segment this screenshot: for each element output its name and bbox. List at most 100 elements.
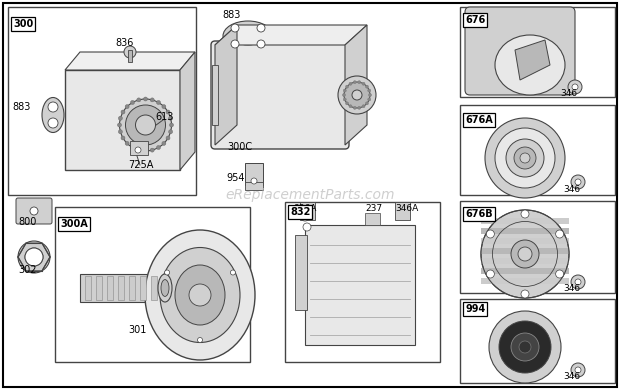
Text: 800: 800 [18,217,37,227]
Circle shape [568,80,582,94]
Circle shape [257,40,265,48]
Circle shape [303,223,311,231]
Circle shape [368,89,371,92]
Circle shape [124,46,136,58]
Circle shape [30,207,38,215]
Text: 300C: 300C [227,142,252,152]
Circle shape [556,270,564,278]
Text: 346A: 346A [395,204,418,213]
Bar [128,50,132,62]
Bar [85,276,91,300]
Bar [118,276,124,300]
Bar [365,213,380,225]
Ellipse shape [125,105,166,145]
Circle shape [162,142,166,145]
Circle shape [143,97,148,101]
Circle shape [575,179,581,185]
Text: 300: 300 [13,19,33,29]
Bar [65,70,180,170]
Circle shape [25,248,43,266]
FancyBboxPatch shape [465,7,575,95]
Bar [245,163,263,185]
Circle shape [345,102,348,105]
Bar [55,207,250,362]
Text: 301: 301 [128,325,146,335]
Ellipse shape [158,274,172,302]
Circle shape [231,24,239,32]
Polygon shape [481,278,569,284]
Circle shape [164,270,170,275]
Polygon shape [515,40,550,80]
Circle shape [303,214,307,218]
Circle shape [251,178,257,184]
Bar [245,182,263,190]
Circle shape [349,82,352,85]
Ellipse shape [160,248,240,342]
Ellipse shape [338,76,376,114]
Polygon shape [65,52,195,70]
Bar [130,141,148,155]
Circle shape [156,101,161,105]
Bar [460,105,615,195]
Circle shape [300,211,310,221]
Ellipse shape [485,118,565,198]
Polygon shape [481,218,569,224]
Bar [460,201,615,293]
Circle shape [353,81,356,84]
Text: 883: 883 [12,102,30,112]
Circle shape [121,136,125,140]
Text: 676B: 676B [465,209,493,219]
Circle shape [118,116,122,120]
Text: 725A: 725A [128,160,153,170]
Circle shape [353,106,356,109]
Circle shape [365,102,368,105]
Circle shape [343,89,347,92]
Circle shape [150,98,154,102]
Circle shape [349,105,352,108]
Bar [285,202,440,362]
Circle shape [571,175,585,189]
Text: 346: 346 [563,372,580,381]
Circle shape [572,84,578,90]
Polygon shape [481,238,569,244]
Circle shape [575,367,581,373]
Circle shape [48,102,58,112]
Text: 994: 994 [465,304,485,314]
Bar [460,299,615,383]
Circle shape [166,136,170,140]
Bar [460,7,615,97]
Ellipse shape [495,128,555,188]
Ellipse shape [520,153,530,163]
Circle shape [486,270,494,278]
Ellipse shape [506,139,544,177]
Circle shape [365,85,368,88]
Circle shape [556,230,564,238]
Ellipse shape [344,82,370,108]
Circle shape [231,40,239,48]
Circle shape [125,105,129,109]
FancyBboxPatch shape [211,41,349,149]
Circle shape [150,148,154,152]
Circle shape [169,130,172,134]
Text: 346: 346 [560,89,577,98]
Text: 883: 883 [222,10,241,20]
Polygon shape [481,268,569,274]
Circle shape [257,24,265,32]
Text: 302: 302 [18,265,37,275]
Circle shape [571,363,585,377]
Ellipse shape [189,284,211,306]
Circle shape [342,94,345,96]
Circle shape [121,110,125,114]
Bar [96,276,102,300]
Polygon shape [481,228,569,234]
Text: 346: 346 [563,284,580,293]
Text: 237: 237 [365,204,382,213]
Circle shape [166,110,170,114]
Circle shape [486,230,494,238]
Circle shape [358,106,361,109]
Ellipse shape [352,90,362,100]
Bar [129,276,135,300]
Ellipse shape [145,230,255,360]
Ellipse shape [514,147,536,169]
Ellipse shape [232,27,264,45]
